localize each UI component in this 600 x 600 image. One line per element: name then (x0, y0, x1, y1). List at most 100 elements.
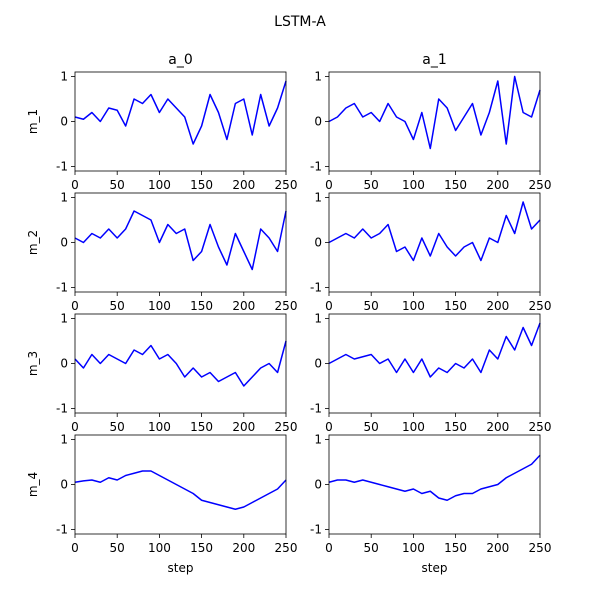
y-tick-label: -1 (56, 523, 68, 537)
series-line (328, 201, 541, 262)
x-tick-label: 100 (148, 178, 171, 192)
x-axis-label: step (168, 561, 194, 575)
x-tick-label: 0 (325, 178, 333, 192)
plot-frame (328, 434, 541, 535)
x-tick-label: 200 (232, 541, 255, 555)
y-tick-label: 0 (60, 478, 68, 492)
x-tick-label: 250 (529, 420, 552, 434)
x-tick-label: 50 (110, 541, 125, 555)
column-title-a-1: a_1 (422, 52, 447, 68)
y-tick-label: 0 (314, 357, 322, 371)
x-tick-label: 200 (232, 299, 255, 313)
y-tick-label: -1 (310, 402, 322, 416)
x-tick-label: 150 (190, 178, 213, 192)
y-tick-label: 0 (60, 236, 68, 250)
y-tick-label: 1 (314, 191, 322, 205)
x-tick-label: 250 (529, 299, 552, 313)
y-tick-label: -1 (310, 523, 322, 537)
x-tick-label: 0 (325, 299, 333, 313)
x-tick-label: 50 (110, 299, 125, 313)
x-tick-label: 100 (402, 541, 425, 555)
x-tick-label: 0 (71, 420, 79, 434)
x-tick-label: 50 (364, 420, 379, 434)
y-tick-label: 1 (314, 70, 322, 84)
y-tick-label: 0 (314, 478, 322, 492)
plot-frame (328, 192, 541, 293)
subplot-m-2-a-1: 0 50 100 150 200 250-101 (310, 191, 551, 314)
series-line (74, 210, 287, 271)
x-tick-label: 50 (364, 541, 379, 555)
series-line (328, 75, 541, 150)
y-tick-label: -1 (56, 281, 68, 295)
series-line (74, 80, 287, 145)
series-line (74, 470, 287, 510)
x-tick-label: 100 (148, 541, 171, 555)
y-tick-label: 1 (314, 312, 322, 326)
x-tick-label: 250 (275, 178, 298, 192)
y-tick-label: 0 (314, 236, 322, 250)
x-tick-label: 50 (110, 178, 125, 192)
row-label-m-4: m_4 (26, 472, 40, 497)
x-tick-label: 0 (325, 541, 333, 555)
x-tick-label: 150 (444, 420, 467, 434)
x-tick-label: 0 (71, 541, 79, 555)
x-tick-label: 100 (402, 299, 425, 313)
x-tick-label: 200 (486, 178, 509, 192)
y-tick-label: 1 (314, 433, 322, 447)
column-title-a-0: a_0 (168, 52, 193, 68)
x-tick-label: 150 (444, 299, 467, 313)
plot-frame (74, 192, 287, 293)
series-line (74, 340, 287, 387)
x-tick-label: 100 (148, 420, 171, 434)
x-tick-label: 0 (325, 420, 333, 434)
x-tick-label: 0 (71, 299, 79, 313)
y-tick-label: 1 (60, 433, 68, 447)
series-line (328, 454, 541, 501)
x-tick-label: 250 (275, 541, 298, 555)
x-tick-label: 200 (232, 420, 255, 434)
y-tick-label: 1 (60, 191, 68, 205)
row-label-m-1: m_1 (26, 109, 40, 134)
y-tick-label: -1 (56, 160, 68, 174)
x-axis-label: step (422, 561, 448, 575)
chart-title: LSTM-A (274, 14, 326, 30)
x-tick-label: 250 (275, 299, 298, 313)
y-tick-label: -1 (310, 281, 322, 295)
y-tick-label: -1 (310, 160, 322, 174)
x-tick-label: 150 (190, 420, 213, 434)
subplot-m-3-a-1: 0 50 100 150 200 250-101 (310, 312, 551, 435)
x-tick-label: 100 (402, 178, 425, 192)
x-tick-label: 200 (486, 420, 509, 434)
plot-frame (74, 313, 287, 414)
series-line (328, 322, 541, 378)
x-tick-label: 150 (444, 178, 467, 192)
x-tick-label: 150 (190, 541, 213, 555)
x-tick-label: 250 (529, 178, 552, 192)
subplot-m-1-a-1: 0 50 100 150 200 250-101 (310, 70, 551, 193)
x-tick-label: 150 (444, 541, 467, 555)
x-tick-label: 0 (71, 178, 79, 192)
x-tick-label: 50 (364, 178, 379, 192)
y-tick-label: 1 (60, 312, 68, 326)
plot-frame (74, 434, 287, 535)
x-tick-label: 200 (232, 178, 255, 192)
y-tick-label: 0 (60, 357, 68, 371)
x-tick-label: 250 (275, 420, 298, 434)
x-tick-label: 200 (486, 299, 509, 313)
x-tick-label: 100 (402, 420, 425, 434)
y-tick-label: 1 (60, 70, 68, 84)
row-label-m-3: m_3 (26, 351, 40, 376)
y-tick-label: 0 (314, 115, 322, 129)
x-tick-label: 150 (190, 299, 213, 313)
x-tick-label: 100 (148, 299, 171, 313)
x-tick-label: 200 (486, 541, 509, 555)
x-tick-label: 50 (110, 420, 125, 434)
y-tick-label: 0 (60, 115, 68, 129)
x-tick-label: 250 (529, 541, 552, 555)
